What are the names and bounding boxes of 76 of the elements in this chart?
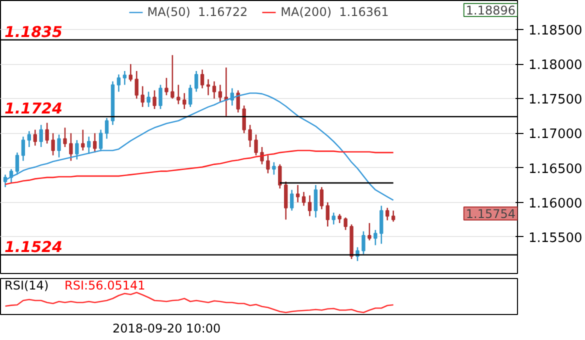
candlestick: [200, 68, 204, 89]
candlestick: [92, 132, 97, 154]
candlestick: [296, 184, 300, 203]
candlestick: [57, 134, 61, 158]
candlestick: [164, 77, 168, 96]
y-tick-label: 1.17500: [528, 92, 582, 108]
candlestick: [146, 91, 150, 108]
candlestick: [212, 80, 216, 100]
candlestick: [391, 210, 396, 222]
candlestick: [344, 216, 348, 231]
y-tick-label: 1.16000: [528, 196, 582, 212]
candlestick: [272, 162, 276, 176]
candlestick: [368, 222, 372, 241]
candlestick: [63, 127, 67, 148]
candlestick: [332, 212, 336, 226]
legend-label: MA(50) 1.16722: [147, 5, 248, 19]
candlestick: [158, 84, 162, 110]
candlestick: [75, 139, 79, 160]
candlestick: [308, 194, 312, 217]
candlestick: [320, 186, 324, 210]
candlestick: [362, 230, 366, 255]
ref-line-label: 1.1524: [4, 238, 62, 256]
candlestick: [69, 132, 73, 162]
candlestick: [98, 129, 103, 152]
candlestick: [374, 229, 378, 246]
candlestick: [87, 136, 91, 155]
candlestick: [326, 202, 330, 228]
candlestick: [206, 78, 210, 96]
y-tick-label: 1.18000: [528, 58, 582, 74]
candlestick: [380, 205, 384, 244]
candlestick: [188, 84, 192, 108]
candlestick: [104, 117, 109, 140]
text: 1.15754: [466, 207, 516, 221]
candlestick: [45, 122, 49, 144]
candlestick: [260, 146, 264, 165]
text: 1.18896: [466, 4, 516, 18]
candlestick: [81, 129, 85, 152]
candlestick: [15, 152, 20, 176]
candlestick: [39, 124, 43, 148]
y-tick-label: 1.16500: [528, 162, 582, 177]
candlestick: [21, 136, 26, 162]
candlestick: [122, 70, 127, 86]
candlestick: [176, 84, 180, 105]
candlestick: [266, 154, 270, 174]
text: 2018-09-20 10:00: [112, 322, 221, 336]
candlestick: [128, 63, 132, 82]
ref-line-label: 1.1835: [4, 22, 62, 41]
y-tick-label: 1.18500: [528, 24, 582, 39]
candlestick: [27, 130, 31, 148]
candlestick: [152, 90, 156, 110]
candlestick: [314, 184, 318, 218]
candlestick: [218, 84, 222, 103]
line-series: [4, 92, 394, 201]
candlestick: [134, 70, 138, 100]
line-series: [4, 150, 394, 185]
candlestick: [290, 189, 294, 212]
y-tick-label: 1.15500: [528, 230, 582, 246]
candlestick: [116, 74, 121, 92]
candlestick: [248, 124, 252, 148]
candlestick: [284, 180, 288, 220]
candlestick: [386, 207, 390, 221]
annotation: RSI:56.05141: [64, 278, 146, 292]
candlestick: [51, 132, 55, 156]
candlestick: [182, 92, 186, 110]
candlestick: [194, 70, 198, 92]
candlestick: [170, 54, 174, 100]
candlestick: [302, 191, 306, 206]
legend-label: MA(200) 1.16361: [280, 5, 389, 19]
candlestick: [33, 129, 37, 146]
candlestick: [254, 134, 258, 156]
candlestick: [140, 86, 144, 108]
candlestick: [278, 164, 282, 190]
ref-line-label: 1.1724: [4, 100, 62, 118]
candlestick: [242, 104, 246, 134]
y-tick-label: 1.17000: [528, 127, 582, 142]
chart-title: RSI(14): [4, 278, 49, 292]
